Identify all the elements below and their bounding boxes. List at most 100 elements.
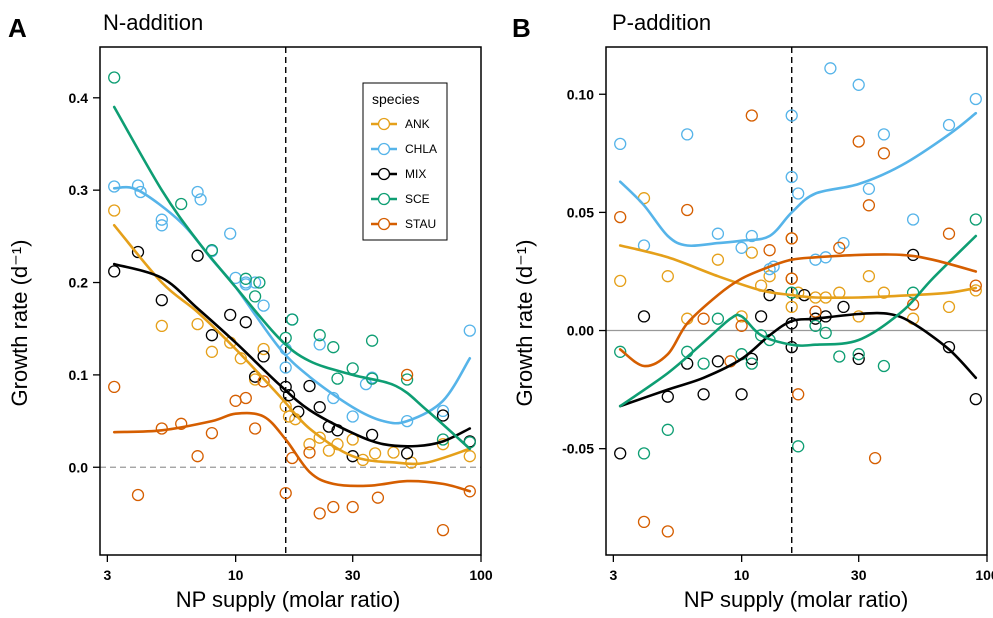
x-tick-label: 3 (609, 567, 617, 583)
data-point (191, 249, 204, 262)
data-point (833, 350, 846, 363)
data-point (697, 312, 710, 325)
data-point (942, 340, 956, 354)
data-point (637, 447, 651, 460)
data-point (108, 71, 121, 84)
panel-b-series-stau (614, 109, 982, 538)
data-point (785, 170, 798, 184)
data-point (697, 388, 710, 401)
data-point (322, 444, 336, 457)
data-point (131, 488, 145, 502)
data-point (614, 210, 627, 224)
data-point (313, 431, 326, 444)
data-point (134, 185, 147, 199)
panel-a-series-stau (108, 368, 476, 537)
data-point (852, 135, 865, 148)
data-point (785, 340, 798, 354)
legend-box (362, 82, 448, 241)
data-point (942, 118, 956, 132)
panel-a-series-ank (108, 204, 476, 469)
data-point (108, 265, 121, 278)
data-point (942, 300, 956, 314)
data-point (400, 368, 414, 382)
data-point (833, 241, 846, 254)
legend-entry-stau: STAU (371, 217, 436, 231)
legend-label: SCE (405, 192, 430, 206)
legend-entry-ank: ANK (371, 117, 430, 131)
panel-a-letter: A (8, 13, 27, 43)
y-tick-label: -0.05 (562, 441, 594, 457)
data-point (906, 213, 920, 226)
data-point (313, 507, 326, 520)
y-tick-label: 0.4 (69, 90, 89, 106)
panel-b-series-sce (614, 213, 982, 460)
data-point (661, 423, 674, 436)
data-point (877, 147, 891, 160)
data-point (661, 390, 674, 403)
data-point (327, 341, 340, 354)
panel-b-frame (605, 46, 988, 556)
x-tick-label: 100 (469, 567, 493, 583)
data-point (735, 388, 748, 401)
data-point (313, 338, 326, 351)
data-point (155, 319, 168, 333)
data-point (224, 227, 237, 240)
panel-b: B P-addition 3 10 30 100 -0.05 0.00 0.05 0.10 G… (512, 10, 993, 612)
legend-entry-mix: MIX (371, 167, 426, 181)
panel-a-trend-stau (112, 411, 472, 493)
data-point (205, 345, 219, 358)
data-point (942, 227, 956, 240)
panel-b-y-axis-title: Growth rate (d⁻¹) (512, 240, 537, 407)
data-point (400, 414, 414, 428)
data-point (792, 440, 805, 453)
data-point (279, 486, 292, 500)
data-point (257, 350, 270, 363)
data-point (313, 401, 326, 414)
data-point (303, 438, 316, 451)
legend-entry-chla: CHLA (371, 142, 437, 156)
panel-a-title: N-addition (103, 10, 203, 35)
data-point (614, 137, 627, 151)
panel-a: A N-addition 3 10 30 100 0.0 0.1 0.2 0.3 0.4 Gro… (7, 10, 493, 612)
data-point (969, 92, 982, 106)
panel-b-x-axis-title: NP supply (molar ratio) (684, 587, 909, 612)
data-point (785, 272, 798, 285)
data-point (191, 185, 204, 199)
legend-marker (377, 117, 391, 131)
data-point (108, 204, 121, 217)
data-point (785, 109, 798, 122)
data-point (239, 316, 252, 329)
data-point (365, 334, 379, 347)
x-tick-label: 10 (734, 567, 750, 583)
panel-b-trend-chla (618, 111, 978, 248)
data-point (969, 392, 982, 406)
data-point (614, 274, 627, 288)
data-point (400, 373, 414, 386)
data-point (852, 78, 865, 91)
data-point (303, 446, 316, 459)
y-tick-label: 0.10 (567, 86, 594, 102)
data-point (837, 236, 850, 250)
data-point (745, 229, 758, 243)
data-point (969, 284, 982, 297)
data-point (792, 388, 805, 401)
data-point (229, 271, 242, 285)
data-point (637, 310, 651, 323)
data-point (279, 361, 292, 374)
data-point (346, 500, 359, 514)
panel-b-letter: B (512, 13, 531, 43)
data-point (754, 310, 768, 323)
data-point (108, 380, 121, 394)
data-point (745, 357, 758, 370)
data-point (735, 241, 748, 254)
data-point (331, 372, 344, 385)
data-point (637, 515, 651, 529)
data-point (862, 182, 876, 195)
data-point (735, 319, 748, 332)
x-tick-label: 10 (228, 567, 244, 583)
data-point (877, 128, 891, 141)
x-tick-label: 100 (975, 567, 993, 583)
data-point (257, 299, 270, 312)
data-point (239, 391, 252, 405)
